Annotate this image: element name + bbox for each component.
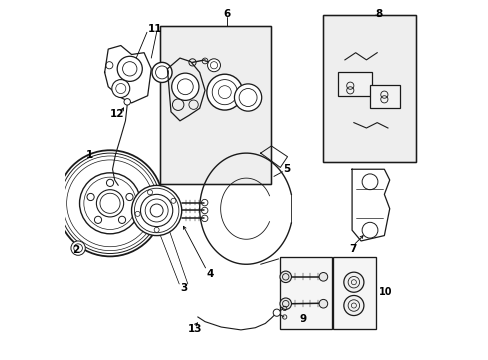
- Circle shape: [125, 193, 133, 201]
- Text: 4: 4: [206, 269, 214, 279]
- Text: 10: 10: [379, 287, 392, 297]
- Text: 5: 5: [283, 164, 290, 174]
- Circle shape: [150, 204, 163, 217]
- Text: 1: 1: [86, 150, 93, 160]
- Text: 3: 3: [180, 283, 187, 293]
- Bar: [333, 257, 375, 329]
- Text: 12: 12: [110, 109, 124, 119]
- Circle shape: [117, 56, 142, 81]
- Text: 7: 7: [349, 244, 356, 254]
- Bar: [323, 15, 415, 162]
- Circle shape: [343, 272, 363, 292]
- Bar: [160, 26, 271, 184]
- Circle shape: [319, 273, 327, 281]
- Circle shape: [87, 193, 94, 201]
- Circle shape: [319, 300, 327, 308]
- Circle shape: [94, 216, 102, 224]
- Circle shape: [57, 150, 163, 256]
- Bar: [333, 257, 375, 329]
- Circle shape: [343, 296, 363, 316]
- Circle shape: [131, 185, 182, 235]
- Circle shape: [280, 271, 291, 283]
- Text: 2: 2: [72, 245, 80, 255]
- Circle shape: [207, 59, 220, 72]
- Bar: [280, 257, 332, 329]
- Circle shape: [96, 190, 123, 217]
- Circle shape: [71, 241, 85, 255]
- Circle shape: [171, 73, 199, 100]
- Circle shape: [118, 216, 125, 224]
- Text: 11: 11: [147, 24, 162, 34]
- Circle shape: [112, 80, 129, 98]
- Text: 8: 8: [375, 9, 382, 19]
- Bar: [280, 257, 332, 329]
- Circle shape: [106, 179, 113, 186]
- Circle shape: [152, 62, 172, 82]
- Text: 6: 6: [223, 9, 230, 19]
- Circle shape: [234, 84, 261, 111]
- Text: 13: 13: [188, 324, 202, 334]
- Circle shape: [280, 298, 291, 310]
- Bar: [323, 15, 415, 162]
- Circle shape: [124, 99, 130, 105]
- Bar: [369, 85, 400, 108]
- Text: 9: 9: [299, 314, 306, 324]
- Bar: [160, 26, 271, 184]
- Circle shape: [273, 309, 280, 316]
- Bar: [337, 72, 371, 96]
- Circle shape: [206, 74, 242, 110]
